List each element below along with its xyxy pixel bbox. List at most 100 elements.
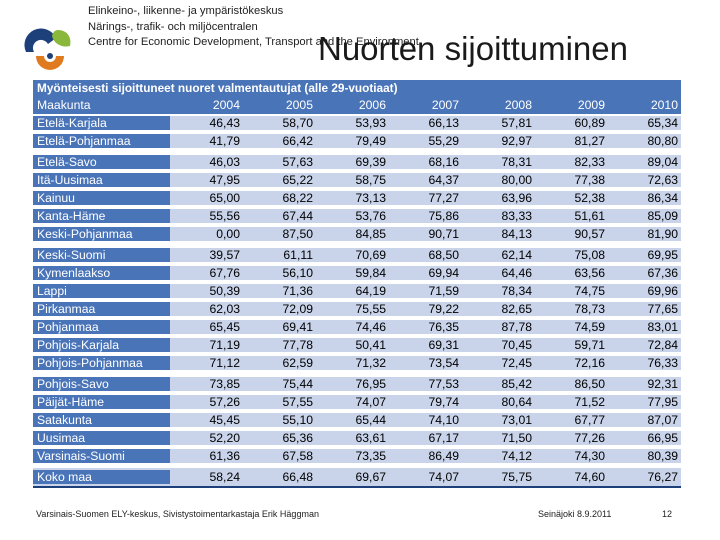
value-cell: 47,95 [170, 173, 243, 187]
value-cell: 79,74 [389, 395, 462, 409]
total-row: Koko maa 58,24 66,48 69,67 74,07 75,75 74,60 76… [33, 465, 681, 486]
table-row: Etelä-Savo 46,03 57,63 69,39 68,16 78,31 82,33… [33, 153, 681, 171]
value-cell: 87,50 [243, 227, 316, 241]
value-cell: 77,78 [243, 338, 316, 352]
region-name: Etelä-Savo [33, 155, 170, 169]
value-cell: 71,19 [170, 338, 243, 352]
region-group: Etelä-Savo 46,03 57,63 69,39 68,16 78,31 82,33… [33, 150, 681, 243]
value-cell: 86,50 [535, 377, 608, 391]
value-cell: 87,07 [608, 413, 681, 427]
value-cell: 39,57 [170, 248, 243, 262]
region-name: Keski-Suomi [33, 248, 170, 262]
value-cell: 64,37 [389, 173, 462, 187]
value-cell: 74,30 [535, 449, 608, 463]
region-name: Kainuu [33, 191, 170, 205]
value-cell: 61,36 [170, 449, 243, 463]
value-cell: 57,55 [243, 395, 316, 409]
value-cell: 77,26 [535, 431, 608, 445]
table-row: Varsinais-Suomi 61,36 67,58 73,35 86,49 74,12… [33, 447, 681, 465]
column-header-year: 2010 [650, 98, 678, 112]
column-header-year: 2009 [577, 98, 605, 112]
value-cell: 65,00 [170, 191, 243, 205]
value-cell: 65,44 [316, 413, 389, 427]
table-title: Myönteisesti sijoittuneet nuoret valment… [37, 81, 398, 95]
value-cell: 72,16 [535, 356, 608, 370]
value-cell: 69,95 [608, 248, 681, 262]
value-cell: 65,36 [243, 431, 316, 445]
table-row: Pirkanmaa 62,03 72,09 75,55 79,22 82,65 78,73 7… [33, 300, 681, 318]
value-cell: 79,22 [389, 302, 462, 316]
value-cell: 73,13 [316, 191, 389, 205]
table-row: Uusimaa 52,20 65,36 63,61 67,17 71,50 77,26 66,… [33, 429, 681, 447]
value-cell: 84,13 [462, 227, 535, 241]
org-line-sv: Närings-, trafik- och miljöcentralen [88, 20, 258, 33]
value-cell: 56,10 [243, 266, 316, 280]
value-cell: 78,73 [535, 302, 608, 316]
region-name: Pohjois-Pohjanmaa [33, 356, 170, 370]
region-group: Etelä-Karjala 46,43 58,70 53,93 66,13 57,81 60… [33, 114, 681, 150]
value-cell: 59,84 [316, 266, 389, 280]
value-cell: 55,29 [389, 134, 462, 148]
value-cell: 51,61 [535, 209, 608, 223]
value-cell: 66,95 [608, 431, 681, 445]
value-cell: 73,54 [389, 356, 462, 370]
value-cell: 92,97 [462, 134, 535, 148]
value-cell: 50,41 [316, 338, 389, 352]
total-value: 74,07 [428, 470, 460, 484]
value-cell: 41,79 [170, 134, 243, 148]
value-cell: 53,93 [316, 116, 389, 130]
value-cell: 73,01 [462, 413, 535, 427]
footer-divider [33, 486, 681, 488]
value-cell: 69,41 [243, 320, 316, 334]
value-cell: 52,38 [535, 191, 608, 205]
value-cell: 69,39 [316, 155, 389, 169]
value-cell: 61,11 [243, 248, 316, 262]
value-cell: 79,49 [316, 134, 389, 148]
table-row: Satakunta 45,45 55,10 65,44 74,10 73,01 67,77 8… [33, 411, 681, 429]
footer-source: Varsinais-Suomen ELY-keskus, Sivistystoi… [36, 509, 319, 519]
value-cell: 85,09 [608, 209, 681, 223]
value-cell: 77,27 [389, 191, 462, 205]
value-cell: 46,03 [170, 155, 243, 169]
value-cell: 62,03 [170, 302, 243, 316]
value-cell: 75,86 [389, 209, 462, 223]
value-cell: 62,14 [462, 248, 535, 262]
value-cell: 64,19 [316, 284, 389, 298]
value-cell: 71,36 [243, 284, 316, 298]
column-header-year: 2007 [431, 98, 459, 112]
value-cell: 76,33 [608, 356, 681, 370]
total-value: 66,48 [282, 470, 314, 484]
value-cell: 65,45 [170, 320, 243, 334]
value-cell: 71,52 [535, 395, 608, 409]
value-cell: 74,75 [535, 284, 608, 298]
table-row: Lappi 50,39 71,36 64,19 71,59 78,34 74,75 69,96 [33, 282, 681, 300]
value-cell: 85,42 [462, 377, 535, 391]
value-cell: 72,45 [462, 356, 535, 370]
table-row: Kanta-Häme 55,56 67,44 53,76 75,86 83,33 51,61… [33, 207, 681, 225]
value-cell: 67,36 [608, 266, 681, 280]
table-title-row: Myönteisesti sijoittuneet nuoret valment… [33, 80, 681, 96]
value-cell: 77,65 [608, 302, 681, 316]
table-row: Keski-Suomi 39,57 61,11 70,69 68,50 62,14 75,0… [33, 246, 681, 264]
value-cell: 90,71 [389, 227, 462, 241]
region-name: Uusimaa [33, 431, 170, 445]
region-name: Keski-Pohjanmaa [33, 227, 170, 241]
value-cell: 83,33 [462, 209, 535, 223]
value-cell: 80,64 [462, 395, 535, 409]
table-row: Päijät-Häme 57,26 57,55 74,07 79,74 80,64 71,5… [33, 393, 681, 411]
value-cell: 77,38 [535, 173, 608, 187]
page-number: 12 [662, 509, 673, 519]
value-cell: 68,22 [243, 191, 316, 205]
value-cell: 84,85 [316, 227, 389, 241]
value-cell: 89,04 [608, 155, 681, 169]
value-cell: 69,31 [389, 338, 462, 352]
total-value: 74,60 [574, 470, 606, 484]
table-row: Pohjanmaa 65,45 69,41 74,46 76,35 87,78 74,59 8… [33, 318, 681, 336]
value-cell: 87,78 [462, 320, 535, 334]
value-cell: 67,58 [243, 449, 316, 463]
region-name: Pirkanmaa [33, 302, 170, 316]
column-header-year: 2004 [212, 98, 240, 112]
value-cell: 66,42 [243, 134, 316, 148]
value-cell: 70,69 [316, 248, 389, 262]
value-cell: 77,95 [608, 395, 681, 409]
